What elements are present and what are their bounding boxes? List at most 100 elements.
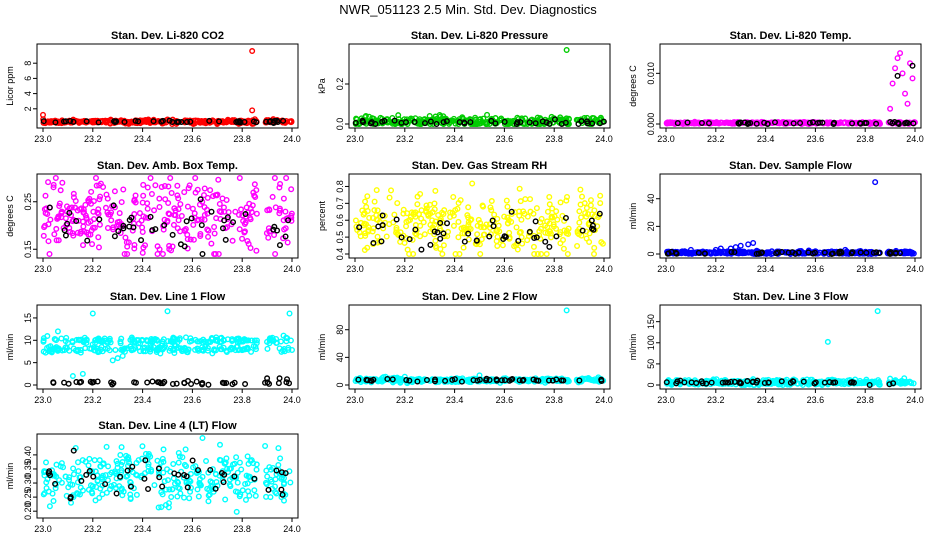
- data-point: [197, 119, 204, 126]
- data-point: [40, 118, 47, 125]
- panel-title: Stan. Dev. Line 4 (LT) Flow: [98, 420, 237, 432]
- data-point: [391, 211, 398, 218]
- data-point: [856, 120, 863, 127]
- data-point: [181, 189, 188, 196]
- data-point: [847, 379, 854, 386]
- data-point: [70, 194, 77, 201]
- series-all: [663, 50, 918, 127]
- data-point: [265, 234, 272, 241]
- data-point: [362, 198, 369, 205]
- data-point: [483, 221, 490, 228]
- data-point: [374, 207, 381, 214]
- y-tick-label: 80: [335, 325, 345, 335]
- data-point: [379, 377, 386, 384]
- y-tick-label: 0.010: [646, 62, 656, 85]
- data-point: [277, 455, 284, 462]
- data-point: [82, 345, 89, 352]
- data-point: [526, 228, 533, 235]
- data-point: [265, 486, 272, 493]
- data-point: [95, 244, 102, 251]
- y-tick-label: 0.7: [335, 197, 345, 210]
- data-point: [482, 118, 489, 125]
- data-point: [58, 210, 65, 217]
- data-point: [600, 118, 607, 125]
- data-point: [113, 118, 120, 125]
- data-point: [785, 249, 792, 256]
- series-all: [352, 47, 606, 127]
- data-point: [121, 345, 128, 352]
- data-point: [50, 184, 57, 191]
- series-selected: [40, 117, 287, 126]
- data-point: [118, 199, 125, 206]
- series-selected: [50, 375, 293, 388]
- data-point: [227, 483, 234, 490]
- data-point: [467, 119, 474, 126]
- data-point: [246, 200, 253, 207]
- data-point: [872, 378, 879, 385]
- data-point: [110, 226, 117, 233]
- data-point: [160, 446, 167, 453]
- data-point: [223, 119, 230, 126]
- x-tick-label: 23.4: [757, 134, 775, 144]
- data-point: [366, 214, 373, 221]
- data-point: [86, 455, 93, 462]
- data-point: [369, 228, 376, 235]
- data-point: [875, 377, 882, 384]
- data-point: [563, 47, 570, 54]
- data-point: [246, 492, 253, 499]
- series-selected: [674, 62, 917, 127]
- data-point: [276, 375, 283, 382]
- data-point: [857, 249, 864, 256]
- data-point: [527, 196, 534, 203]
- data-point: [205, 498, 212, 505]
- data-point: [188, 380, 195, 387]
- data-point: [156, 195, 163, 202]
- data-point: [178, 213, 185, 220]
- data-point: [212, 250, 219, 257]
- data-point: [40, 338, 47, 345]
- data-point: [744, 378, 751, 385]
- data-point: [148, 190, 155, 197]
- data-point: [227, 346, 234, 353]
- data-point: [232, 488, 239, 495]
- data-point: [742, 250, 749, 257]
- data-point: [74, 229, 81, 236]
- data-point: [79, 370, 86, 377]
- series-selected: [45, 447, 289, 502]
- data-point: [189, 205, 196, 212]
- data-point: [278, 348, 285, 355]
- y-axis-label: ml/min: [5, 463, 15, 490]
- data-point: [357, 233, 364, 240]
- data-point: [53, 344, 60, 351]
- data-point: [537, 219, 544, 226]
- data-point: [183, 119, 190, 126]
- data-point: [90, 473, 97, 480]
- data-point: [672, 119, 679, 126]
- x-tick-label: 23.2: [84, 395, 102, 405]
- data-point: [97, 193, 104, 200]
- data-point: [285, 217, 292, 224]
- data-point: [154, 337, 161, 344]
- data-point: [208, 240, 215, 247]
- y-tick-label: 0.6: [335, 214, 345, 227]
- x-tick-label: 23.8: [856, 395, 874, 405]
- data-point: [175, 450, 182, 457]
- data-point: [188, 337, 195, 344]
- data-point: [243, 337, 250, 344]
- chart-panel-10: Stan. Dev. Line 4 (LT) Flow 23.0 23.2 23.4 2…: [5, 420, 301, 534]
- data-point: [92, 497, 99, 504]
- data-point: [508, 208, 515, 215]
- data-point: [56, 203, 63, 210]
- data-point: [175, 217, 182, 224]
- y-tick-label: 0.20: [23, 502, 33, 520]
- data-point: [168, 338, 175, 345]
- data-point: [169, 380, 176, 387]
- data-point: [212, 471, 219, 478]
- data-point: [364, 193, 371, 200]
- data-point: [63, 334, 70, 341]
- data-point: [50, 497, 57, 504]
- y-tick-label: 50: [646, 359, 656, 369]
- data-point: [66, 347, 73, 354]
- data-point: [77, 474, 84, 481]
- x-tick-label: 23.4: [134, 264, 152, 274]
